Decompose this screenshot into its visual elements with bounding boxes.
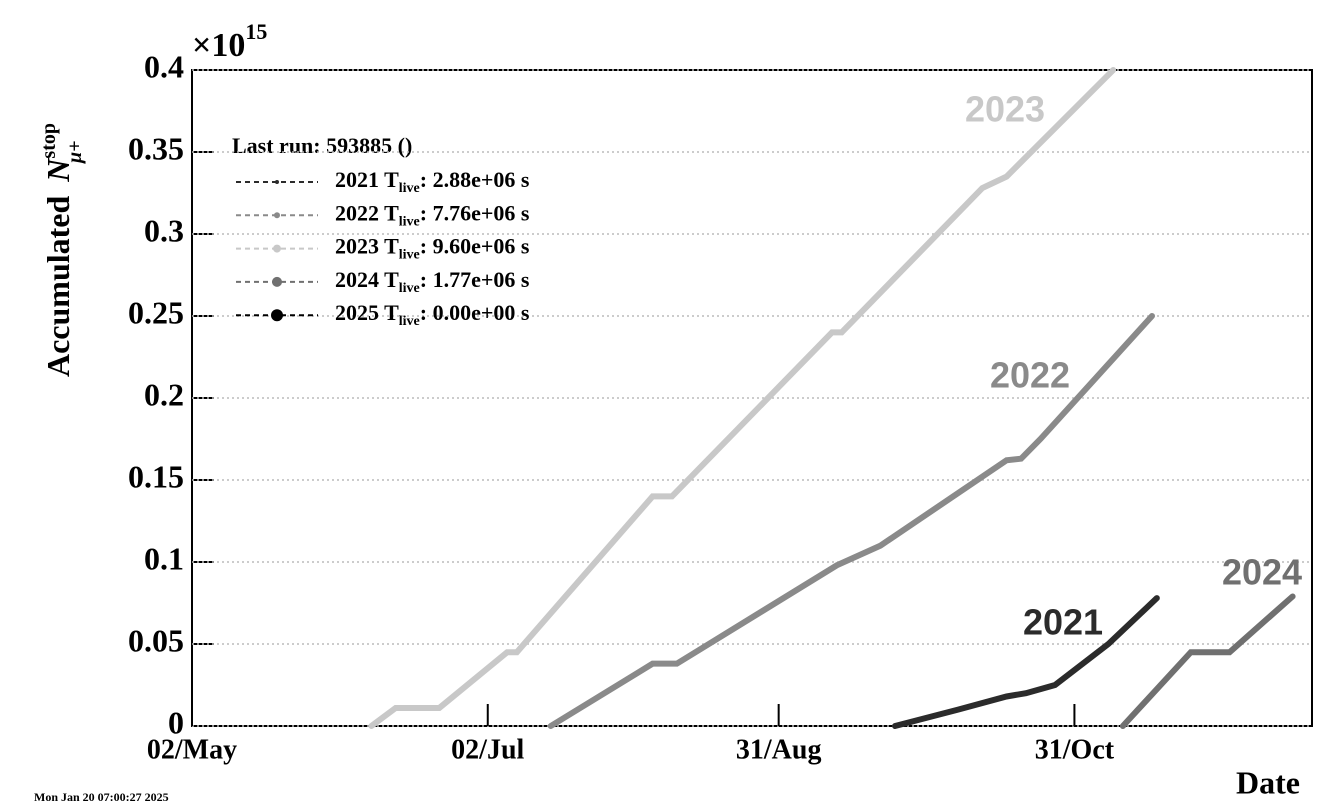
y-tick-label: 0.15 bbox=[128, 458, 184, 494]
y-multiplier: ×1015 bbox=[192, 19, 267, 64]
series-label: 2024 bbox=[1222, 552, 1302, 593]
legend-entry: 2025 Tlive: 0.00e+00 s bbox=[335, 300, 530, 329]
legend-entry: 2022 Tlive: 7.76e+06 s bbox=[335, 200, 530, 229]
y-tick-label: 0.4 bbox=[144, 48, 184, 84]
legend-sub: live bbox=[399, 248, 420, 263]
y-axis-label: Accumulated Nstop μ+ bbox=[38, 123, 86, 377]
legend-rest: : 0.00e+00 s bbox=[420, 300, 530, 325]
y-label-sup: stop bbox=[38, 123, 60, 159]
legend-entry: 2021 Tlive: 2.88e+06 s bbox=[335, 167, 530, 196]
y-label-symbol: N bbox=[40, 157, 76, 183]
legend-header: Last run: 593885 () bbox=[232, 133, 412, 158]
x-axis-label: Date bbox=[1236, 764, 1300, 800]
y-tick-label: 0 bbox=[168, 704, 184, 740]
series-line bbox=[1119, 593, 1296, 729]
legend-marker bbox=[272, 276, 282, 287]
multiplier-base: ×10 bbox=[192, 27, 245, 64]
series-line bbox=[547, 313, 1155, 729]
legend-sub: live bbox=[399, 215, 420, 230]
legend-main: 2025 T bbox=[335, 300, 399, 325]
legend-sub: live bbox=[399, 181, 420, 196]
legend-main: 2022 T bbox=[335, 200, 399, 225]
legend-marker bbox=[271, 309, 283, 322]
y-tick-label: 0.3 bbox=[144, 212, 184, 248]
legend-main: 2023 T bbox=[335, 234, 399, 259]
legend-rest: : 1.77e+06 s bbox=[420, 267, 530, 292]
y-tick-label: 0.35 bbox=[128, 130, 184, 166]
legend-rest: : 9.60e+06 s bbox=[420, 234, 530, 259]
series-line bbox=[368, 67, 1117, 729]
legend-rest: : 7.76e+06 s bbox=[420, 200, 530, 225]
y-tick-label: 0.2 bbox=[144, 376, 184, 412]
multiplier-exponent: 15 bbox=[245, 19, 267, 44]
legend-marker bbox=[275, 180, 279, 184]
y-tick-label: 0.05 bbox=[128, 622, 184, 658]
legend-rest: : 2.88e+06 s bbox=[420, 167, 530, 192]
legend-sub: live bbox=[399, 314, 420, 329]
y-tick-label: 0.25 bbox=[128, 294, 184, 330]
y-label-main: Accumulated bbox=[40, 195, 76, 377]
legend-entry: 2023 Tlive: 9.60e+06 s bbox=[335, 234, 530, 263]
legend-main: 2021 T bbox=[335, 167, 399, 192]
series-label: 2023 bbox=[965, 89, 1045, 130]
series-label: 2021 bbox=[1023, 602, 1103, 643]
legend-marker bbox=[274, 212, 280, 219]
series-line bbox=[892, 595, 1160, 729]
series-label: 2022 bbox=[990, 355, 1070, 396]
legend-marker bbox=[273, 244, 281, 253]
legend-entry: 2024 Tlive: 1.77e+06 s bbox=[335, 267, 530, 296]
footer-timestamp: Mon Jan 20 07:00:27 2025 bbox=[34, 790, 169, 804]
x-tick-label: 31/Oct bbox=[1035, 734, 1115, 765]
y-tick-label: 0.1 bbox=[144, 540, 184, 576]
legend-sub: live bbox=[399, 281, 420, 296]
x-tick-label: 02/May bbox=[147, 734, 237, 765]
x-tick-label: 31/Aug bbox=[736, 734, 822, 765]
y-label-sub: μ+ bbox=[64, 140, 86, 164]
x-tick-label: 02/Jul bbox=[451, 734, 524, 765]
legend-main: 2024 T bbox=[335, 267, 399, 292]
